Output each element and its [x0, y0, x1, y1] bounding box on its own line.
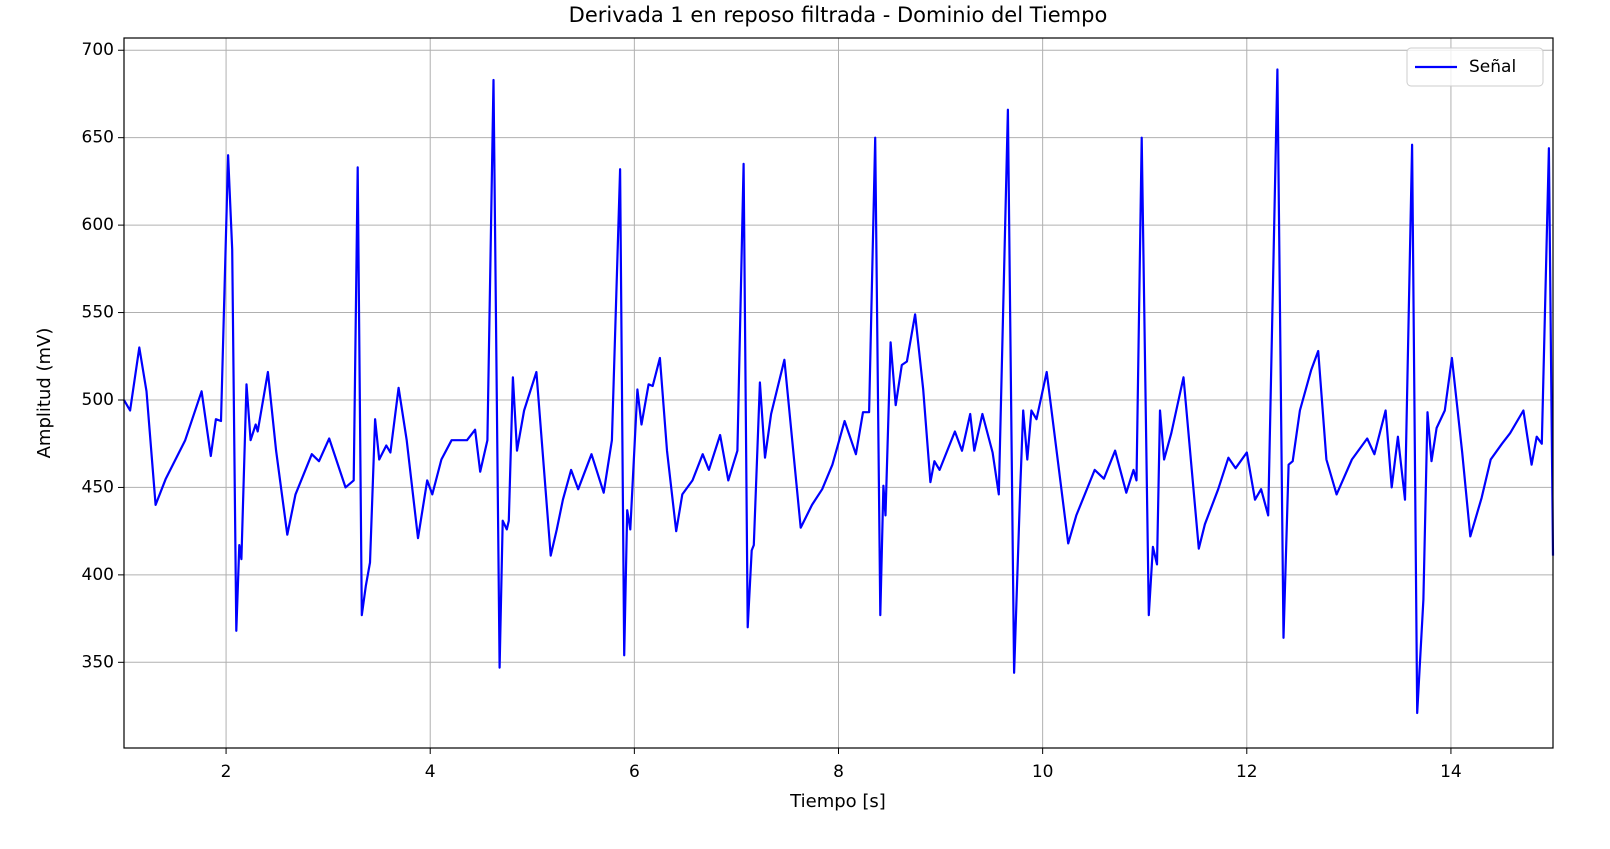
signal-line	[123, 68, 1555, 715]
y-tick-label: 500	[82, 390, 114, 410]
x-tick-label: 14	[1440, 762, 1462, 782]
y-axis-label: Amplitud (mV)	[34, 328, 55, 459]
chart-title: Derivada 1 en reposo filtrada - Dominio …	[569, 3, 1108, 27]
x-tick-label: 12	[1236, 762, 1258, 782]
y-tick-label: 700	[82, 40, 114, 60]
x-axis-label: Tiempo [s]	[789, 791, 886, 812]
y-tick-label: 350	[82, 652, 114, 672]
plot-frame	[123, 37, 1554, 749]
legend-box	[1406, 47, 1544, 87]
x-tick-label: 6	[629, 762, 640, 782]
x-tick-label: 2	[221, 762, 232, 782]
x-tick-label: 10	[1032, 762, 1054, 782]
y-tick-label: 400	[82, 565, 114, 585]
y-tick-label: 550	[82, 303, 114, 323]
x-tick-label: 4	[425, 762, 436, 782]
y-tick-label: 450	[82, 477, 114, 497]
y-tick-label: 600	[82, 215, 114, 235]
y-tick-label: 650	[82, 128, 114, 148]
x-tick-label: 8	[833, 762, 844, 782]
legend-label: Señal	[1469, 57, 1516, 77]
